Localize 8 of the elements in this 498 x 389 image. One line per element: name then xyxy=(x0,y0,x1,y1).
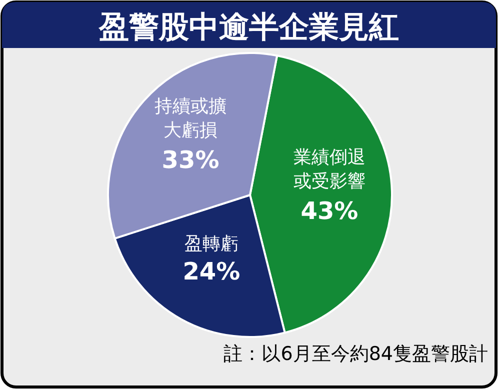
data-label: 43% xyxy=(300,196,358,225)
data-label: 24% xyxy=(182,258,240,286)
slice-label: 業績倒退或受影響 xyxy=(293,146,366,192)
chart-title: 盈警股中逾半企業見紅 xyxy=(98,10,399,45)
data-label: 33% xyxy=(162,146,220,174)
slice-label: 盈轉虧 xyxy=(184,234,238,255)
text: 註：以6月至今約84隻盈警股計 xyxy=(224,343,488,365)
slice-label: 持續或擴大虧損 xyxy=(154,96,227,142)
